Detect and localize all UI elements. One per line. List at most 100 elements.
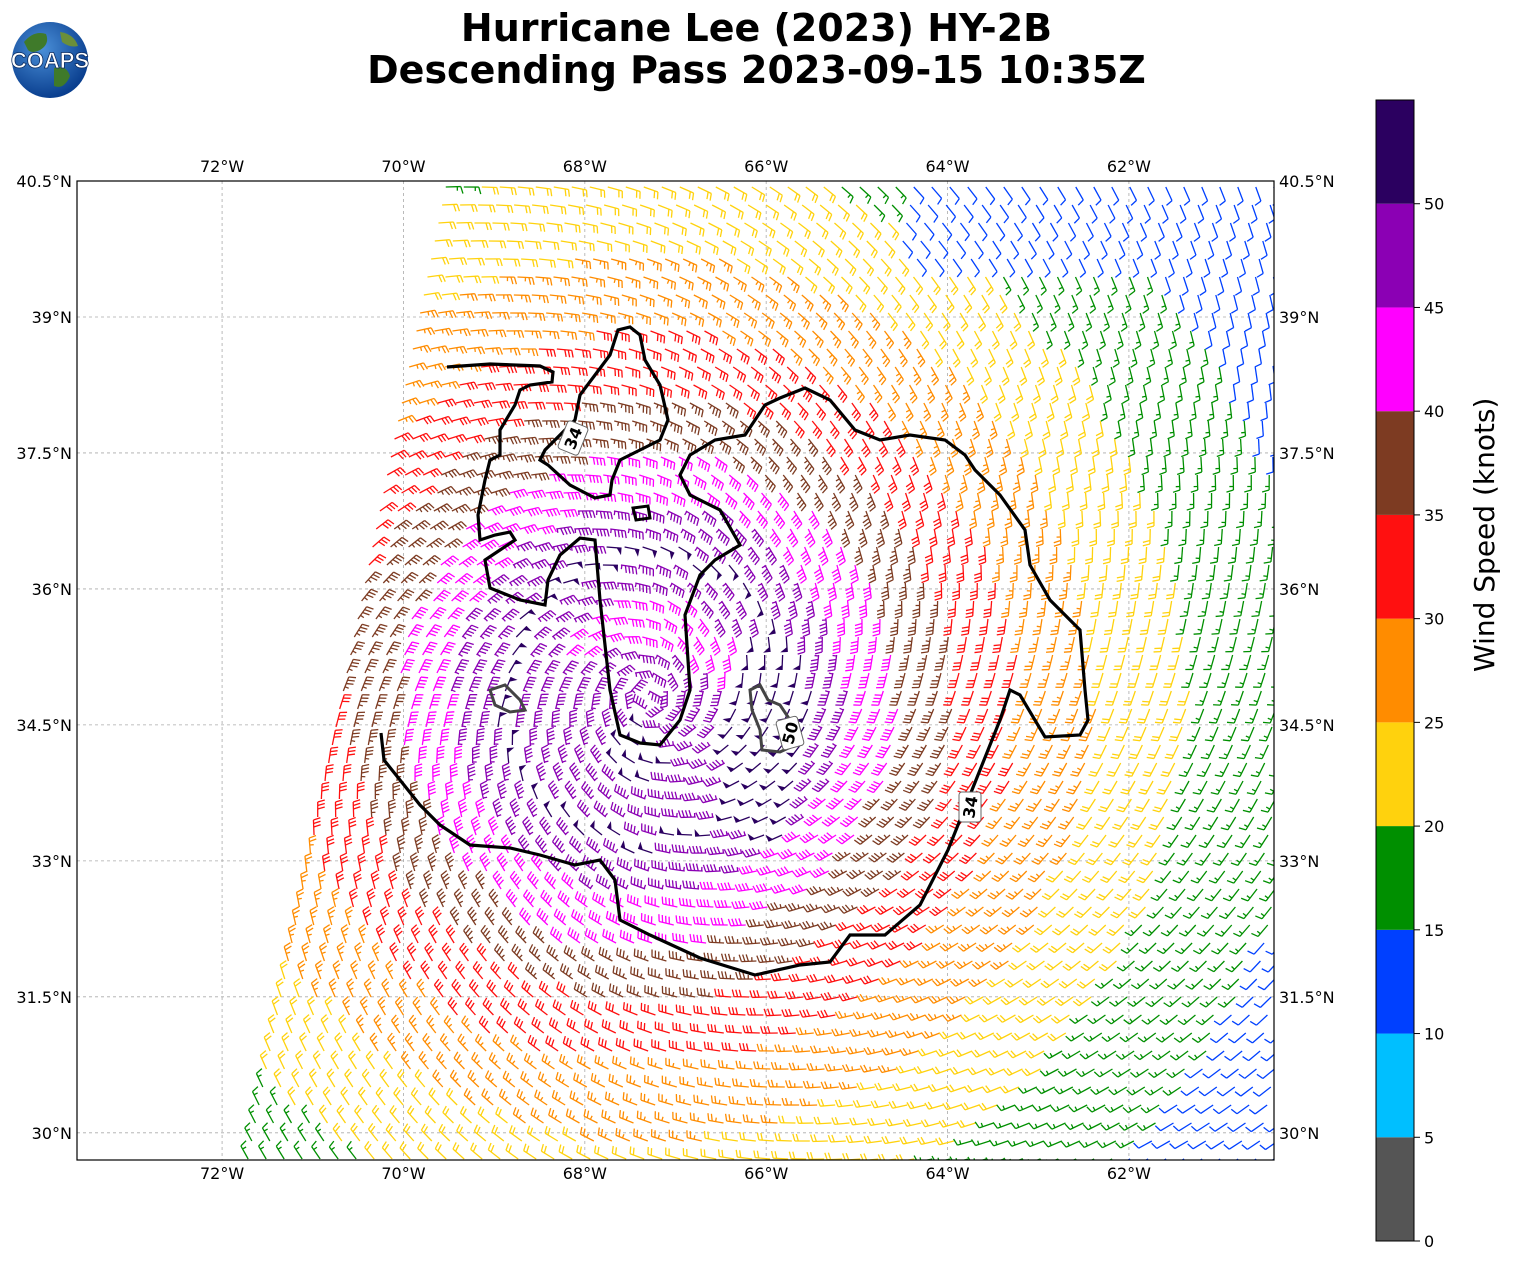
contour-label-34-a: 34 bbox=[557, 420, 589, 456]
wind-barb bbox=[1045, 564, 1054, 583]
wind-barb bbox=[1228, 780, 1244, 795]
wind-barb bbox=[1152, 564, 1162, 582]
wind-barb bbox=[389, 1105, 400, 1124]
wind-barb bbox=[1195, 690, 1208, 706]
wind-barb bbox=[629, 1056, 645, 1070]
wind-barb bbox=[938, 636, 949, 654]
wind-barb bbox=[1038, 276, 1047, 296]
wind-barb bbox=[702, 864, 721, 873]
wind-barb bbox=[668, 950, 685, 962]
wind-barb bbox=[1205, 330, 1213, 350]
wind-barb bbox=[1009, 870, 1028, 883]
wind-barb bbox=[901, 330, 912, 350]
wind-barb bbox=[1129, 186, 1138, 206]
wind-barb bbox=[1110, 906, 1128, 919]
wind-barb bbox=[467, 906, 478, 926]
wind-barb bbox=[436, 888, 446, 908]
wind-barb bbox=[774, 1133, 792, 1142]
wind-barb bbox=[1075, 510, 1084, 529]
wind-barb bbox=[496, 780, 507, 800]
wind-barb bbox=[1271, 526, 1274, 529]
wind-barb bbox=[375, 1086, 386, 1106]
wind-barb bbox=[1266, 456, 1274, 475]
wind-contours: 34 34 50 bbox=[379, 325, 1090, 977]
wind-barb bbox=[585, 474, 603, 484]
wind-barb bbox=[834, 222, 847, 240]
wind-barb bbox=[704, 240, 719, 256]
wind-barb bbox=[935, 1137, 954, 1146]
wind-barb bbox=[680, 528, 696, 545]
wind-barb bbox=[660, 546, 675, 560]
wind-barb bbox=[1021, 1068, 1041, 1077]
wind-barb bbox=[795, 1027, 814, 1036]
wind-barb bbox=[1039, 1068, 1059, 1077]
wind-barb bbox=[892, 1083, 911, 1092]
wind-barb bbox=[393, 1087, 404, 1106]
wind-barb bbox=[1128, 906, 1146, 919]
wind-barb bbox=[300, 870, 309, 890]
wind-barb bbox=[589, 276, 606, 288]
wind-barb bbox=[1030, 474, 1039, 494]
wind-barb bbox=[981, 294, 990, 314]
wind-barb bbox=[710, 917, 728, 926]
wind-barb bbox=[601, 763, 616, 782]
wind-barb bbox=[546, 222, 563, 233]
wind-barb bbox=[617, 402, 634, 414]
wind-barb bbox=[1222, 888, 1240, 902]
wind-barb bbox=[305, 924, 314, 944]
wind-barb bbox=[1036, 600, 1047, 618]
wind-barb bbox=[414, 834, 424, 854]
wind-barb bbox=[1096, 258, 1104, 278]
wind-barb bbox=[787, 186, 801, 203]
wind-barb bbox=[953, 1138, 973, 1146]
wind-barb bbox=[1087, 456, 1096, 476]
wind-barb bbox=[848, 780, 866, 793]
wind-barb bbox=[862, 348, 873, 368]
wind-barb bbox=[577, 510, 596, 519]
wind-barb bbox=[1013, 546, 1022, 565]
wind-barb bbox=[1160, 762, 1176, 777]
wind-barb bbox=[711, 204, 727, 220]
wind-barb bbox=[1266, 859, 1274, 867]
wind-barb bbox=[397, 414, 418, 423]
wind-barb bbox=[575, 258, 592, 270]
wind-barb bbox=[685, 863, 703, 872]
wind-barb bbox=[939, 780, 956, 794]
wind-barb bbox=[792, 1133, 810, 1142]
wind-barb bbox=[430, 433, 450, 443]
wind-barb bbox=[1015, 384, 1024, 404]
wind-barb bbox=[829, 420, 840, 440]
wind-barb bbox=[594, 1055, 609, 1070]
wind-barb bbox=[961, 762, 978, 777]
wind-barb bbox=[817, 546, 829, 566]
wind-barb bbox=[585, 762, 598, 782]
wind-barb bbox=[1162, 1086, 1182, 1096]
wind-barb bbox=[533, 710, 543, 728]
wind-barb bbox=[371, 1104, 383, 1124]
wind-barb bbox=[1156, 312, 1164, 332]
wind-barb bbox=[887, 312, 898, 332]
wind-barb bbox=[977, 312, 987, 332]
wind-barb bbox=[709, 828, 729, 839]
wind-barb bbox=[581, 579, 600, 590]
wind-barb bbox=[995, 852, 1013, 865]
wind-barb bbox=[498, 453, 518, 463]
wind-barb bbox=[860, 887, 880, 898]
wind-barb bbox=[1250, 762, 1266, 778]
wind-barb bbox=[707, 402, 722, 419]
wind-barb bbox=[671, 654, 685, 674]
wind-barb bbox=[1196, 762, 1212, 778]
wind-barb bbox=[1003, 186, 1013, 206]
wind-barb bbox=[327, 906, 336, 926]
wind-barb bbox=[1113, 654, 1126, 671]
wind-barb bbox=[673, 564, 689, 581]
wind-barb bbox=[1155, 1032, 1175, 1043]
wind-barb bbox=[866, 780, 884, 794]
wind-barb bbox=[1213, 1014, 1232, 1026]
wind-barb bbox=[738, 1042, 757, 1052]
wind-barb bbox=[765, 834, 783, 842]
wind-barb bbox=[597, 782, 612, 800]
wind-barb bbox=[967, 1067, 987, 1076]
wind-barb bbox=[787, 276, 800, 294]
wind-barb bbox=[448, 433, 468, 444]
